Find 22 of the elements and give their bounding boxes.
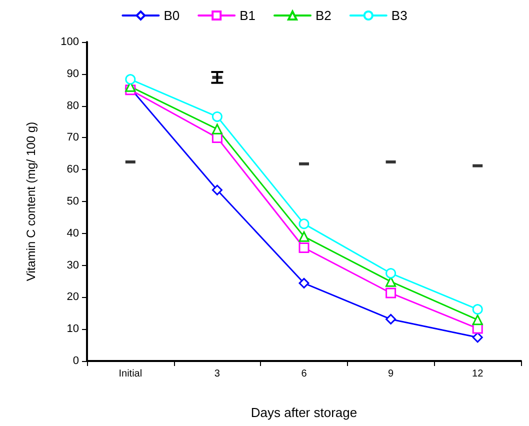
x-tick-label: 9 xyxy=(388,368,394,380)
x-tick-label: Initial xyxy=(118,368,142,380)
x-tick-label: 12 xyxy=(472,368,484,380)
y-tick-label: 70 xyxy=(66,132,79,144)
y-tick-label: 0 xyxy=(72,355,79,367)
x-tick-label: 3 xyxy=(214,368,220,380)
legend-label: B0 xyxy=(164,8,180,23)
x-axis-title: Days after storage xyxy=(250,405,358,420)
y-tick-label: 10 xyxy=(66,323,79,336)
y-tick-label: 80 xyxy=(66,100,79,112)
y-tick-label: 20 xyxy=(66,291,79,304)
y-tick-label: 40 xyxy=(66,227,79,240)
y-axis-title: Vitamin C content (mg/ 100 g) xyxy=(24,122,38,282)
y-tick-label: 90 xyxy=(66,68,79,80)
y-tick-label: 30 xyxy=(66,259,79,272)
y-tick-label: 50 xyxy=(66,196,79,208)
y-tick-label: 100 xyxy=(60,36,79,48)
legend-label: B3 xyxy=(391,8,408,23)
legend-label: B1 xyxy=(240,8,256,23)
x-tick-label: 6 xyxy=(301,368,308,380)
y-tick-label: 60 xyxy=(66,164,79,176)
legend-label: B2 xyxy=(316,8,332,23)
